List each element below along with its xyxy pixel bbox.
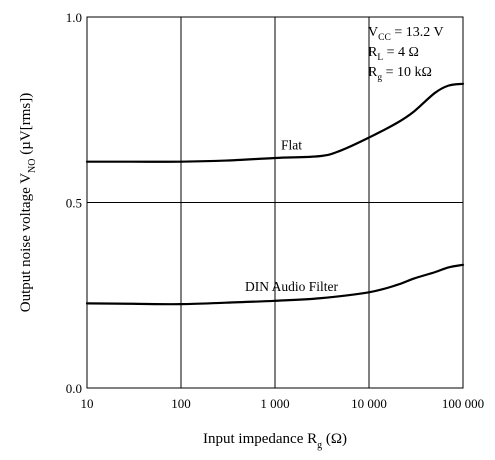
series-line-flat <box>85 82 465 163</box>
x-tick-label: 10 <box>81 396 94 411</box>
conditions-box: VCC = 13.2 V RL = 4 Ω Rg = 10 kΩ <box>368 25 444 83</box>
y-axis-title: Output noise voltage VNO (µV[rms]) <box>18 93 38 312</box>
y-tick-label: 1.0 <box>66 10 82 25</box>
condition-line: Rg = 10 kΩ <box>368 65 432 83</box>
grid-lines <box>87 17 463 388</box>
series-label: Flat <box>281 137 302 152</box>
x-tick-label: 100 000 <box>442 396 484 411</box>
plot-frame <box>86 16 464 389</box>
series-label: DIN Audio Filter <box>245 279 339 294</box>
x-axis-title-unit: (Ω) <box>322 431 347 447</box>
y-axis-title-sub: NO <box>27 158 38 172</box>
x-axis-title-sub: g <box>317 440 322 451</box>
y-axis-title-unit: (µV[rms]) <box>18 93 34 159</box>
y-tick-label: 0.0 <box>66 381 82 396</box>
series-layer: Flat DIN Audio Filter <box>85 82 465 306</box>
y-axis-title-main: Output noise voltage V <box>18 173 34 312</box>
x-axis-title: Input impedance Rg (Ω) <box>203 431 347 451</box>
condition-line: RL = 4 Ω <box>368 45 419 63</box>
x-tick-label: 100 <box>171 396 191 411</box>
tick-labels: 10 100 1 000 10 000 100 000 0.0 0.5 1.0 <box>66 10 484 411</box>
series-line-din-audio-filter <box>85 263 465 306</box>
x-tick-label: 10 000 <box>351 396 387 411</box>
condition-line: VCC = 13.2 V <box>368 25 444 43</box>
y-tick-label: 0.5 <box>66 196 82 211</box>
x-axis-title-main: Input impedance R <box>203 431 317 447</box>
x-tick-label: 1 000 <box>260 396 289 411</box>
